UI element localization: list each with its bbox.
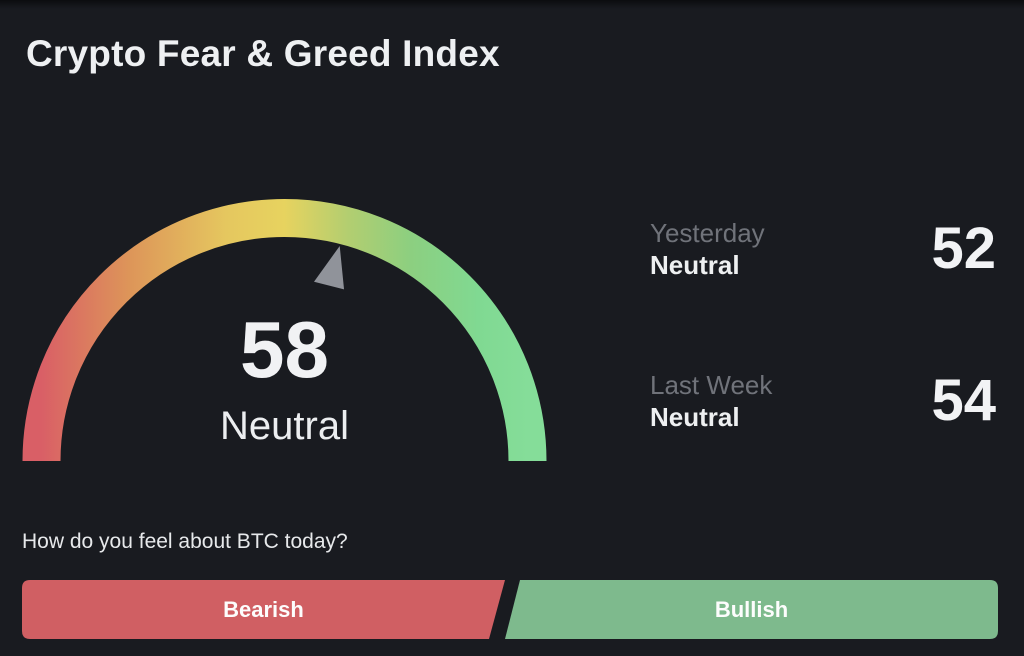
- vote-question: How do you feel about BTC today?: [22, 530, 348, 553]
- stat-value: 54: [931, 368, 996, 433]
- stat-sentiment-label: Neutral: [650, 401, 740, 432]
- stat-row-yesterday: Yesterday Neutral 52: [650, 218, 996, 280]
- bullish-button-label: Bullish: [714, 596, 789, 622]
- stat-value: 52: [931, 216, 996, 281]
- bearish-button-label: Bearish: [223, 596, 304, 622]
- stat-row-last-week: Last Week Neutral 54: [650, 370, 996, 432]
- stat-labels: Last Week Neutral: [650, 370, 772, 433]
- bearish-button[interactable]: Bearish: [22, 580, 505, 639]
- gauge-needle: [314, 245, 345, 290]
- stat-sentiment-label: Neutral: [650, 249, 740, 280]
- gauge-value: 58: [240, 305, 329, 394]
- top-edge-shadow: [0, 0, 1024, 9]
- stat-period-label: Last Week: [650, 369, 773, 400]
- gauge-arc: [22, 199, 547, 462]
- gauge-sentiment: Neutral: [220, 404, 349, 448]
- gauge-track: [22, 199, 547, 462]
- stat-period-label: Yesterday: [650, 217, 765, 248]
- bullish-button[interactable]: Bullish: [505, 580, 998, 639]
- stat-labels: Yesterday Neutral: [650, 218, 765, 281]
- history-stats: Yesterday Neutral 52 Last Week Neutral 5…: [650, 218, 996, 432]
- page-title: Crypto Fear & Greed Index: [26, 33, 500, 74]
